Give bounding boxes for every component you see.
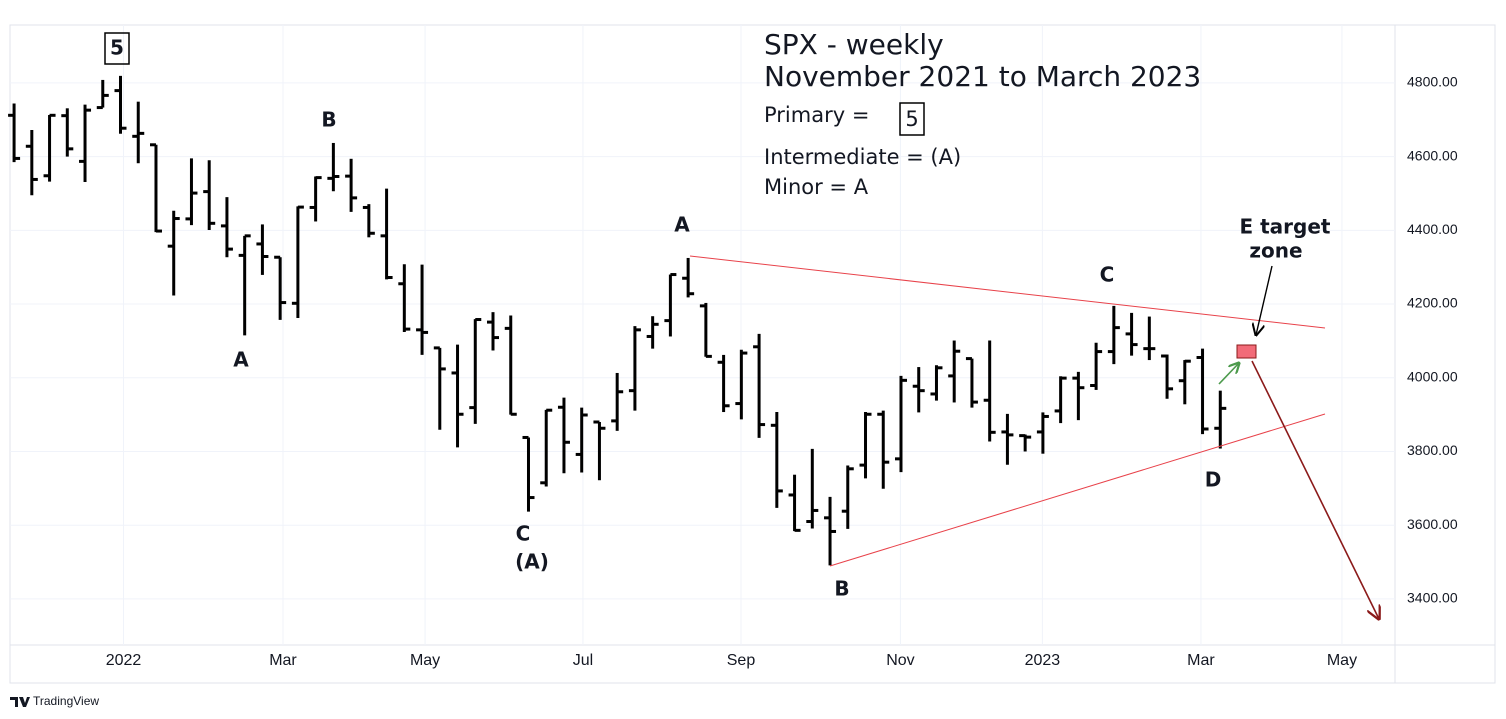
wave-label: zone — [1249, 239, 1302, 263]
wave-label: C — [1100, 263, 1115, 287]
y-tick-label: 4600.00 — [1407, 147, 1458, 163]
note: 5 — [905, 107, 918, 131]
wave-label: B — [321, 108, 336, 132]
wave-label: A — [233, 348, 249, 372]
green-arrow — [1218, 363, 1239, 385]
bars — [8, 75, 1227, 566]
label-box — [899, 102, 925, 136]
x-tick-label: Mar — [1187, 652, 1215, 669]
x-tick-label: May — [410, 652, 440, 669]
chart-title: SPX - weekly — [764, 28, 944, 61]
upper-trendline — [689, 255, 1326, 329]
y-tick-label: 3800.00 — [1407, 442, 1458, 458]
pointer-arrow — [1256, 265, 1273, 335]
target-box — [1236, 344, 1257, 359]
y-tick-label: 4200.00 — [1407, 295, 1458, 311]
y-tick-label: 4400.00 — [1407, 221, 1458, 237]
grid — [10, 25, 1395, 645]
y-tick-label: 3600.00 — [1407, 516, 1458, 532]
wave-label: E target — [1240, 215, 1331, 239]
x-tick-label: Jul — [573, 652, 593, 669]
label-box — [104, 32, 130, 65]
note: Minor = A — [764, 175, 869, 199]
x-tick-label: May — [1327, 652, 1357, 669]
x-tick-label: Mar — [269, 652, 297, 669]
logo — [10, 697, 30, 707]
projection-arrow — [1251, 360, 1379, 619]
x-tick-label: Sep — [727, 652, 756, 669]
wave-label: B — [834, 577, 849, 601]
x-tick-label: Nov — [886, 652, 914, 669]
wave-label: 5 — [110, 36, 124, 60]
frame — [9, 24, 1496, 684]
wave-label: (A) — [515, 550, 549, 574]
wave-label: C — [516, 522, 531, 546]
lower-trendline — [829, 413, 1326, 567]
y-tick-label: 4800.00 — [1407, 74, 1458, 90]
note: Primary = — [764, 103, 869, 127]
wave-label: A — [674, 213, 690, 237]
y-tick-label: 4000.00 — [1407, 368, 1458, 384]
wave-label: D — [1205, 468, 1222, 492]
footer: TradingView — [10, 694, 99, 708]
footer-text: TradingView — [33, 694, 99, 708]
y-tick-label: 3400.00 — [1407, 590, 1458, 606]
chart-subtitle: November 2021 to March 2023 — [764, 60, 1201, 93]
x-tick-label: 2023 — [1025, 652, 1061, 669]
x-tick-label: 2022 — [106, 652, 142, 669]
note: Intermediate = (A) — [764, 145, 961, 169]
